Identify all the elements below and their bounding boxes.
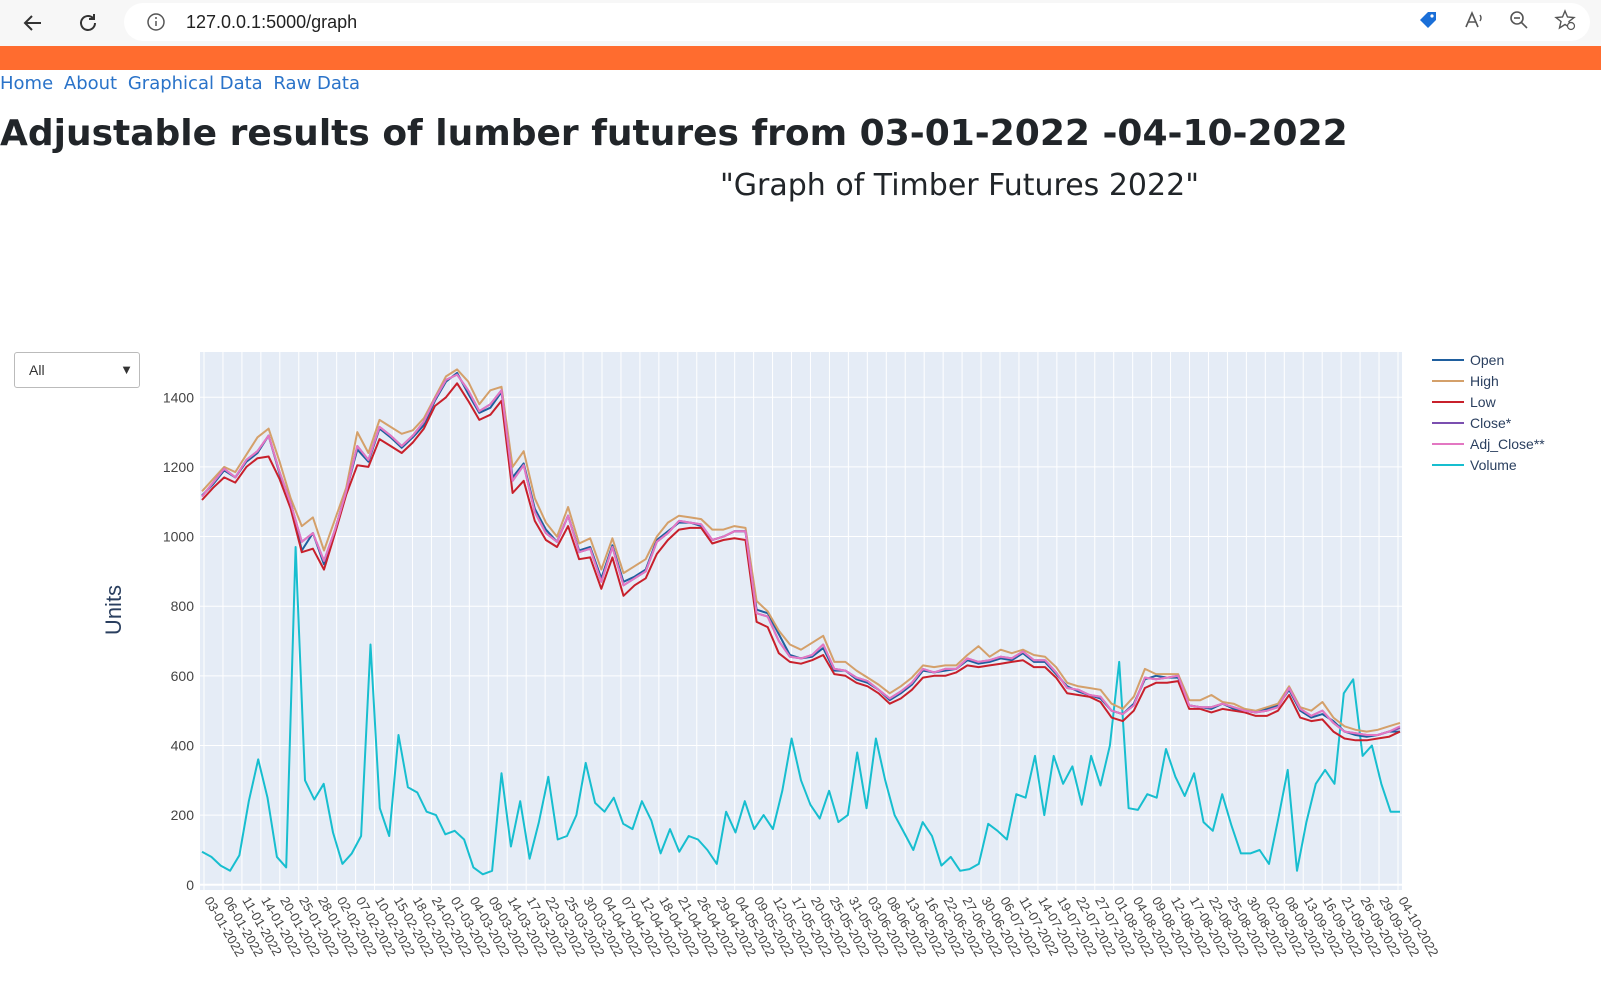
- tag-icon[interactable]: [1417, 9, 1439, 31]
- info-icon[interactable]: [146, 12, 166, 32]
- page-title: Adjustable results of lumber futures fro…: [0, 113, 1348, 154]
- nav-link-about[interactable]: About: [63, 73, 118, 94]
- y-tick-label: 1000: [163, 529, 194, 545]
- site-nav: Home About Graphical Data Raw Data: [0, 73, 365, 94]
- y-tick-label: 600: [171, 668, 195, 684]
- series-line-low: [201, 382, 1401, 742]
- legend-label: Open: [1470, 352, 1504, 368]
- y-tick-label: 800: [171, 598, 195, 614]
- legend-label: Low: [1470, 394, 1497, 410]
- y-axis-label: Units: [101, 585, 126, 635]
- dropdown-selected-value: All: [29, 362, 45, 378]
- nav-link-graphical-data[interactable]: Graphical Data: [127, 73, 263, 94]
- graph-title: "Graph of Timber Futures 2022": [720, 168, 1199, 203]
- y-tick-label: 0: [186, 877, 194, 893]
- series-filter-dropdown[interactable]: All ▼: [14, 352, 140, 388]
- line-chart[interactable]: 020040060080010001200140003-01-202206-01…: [0, 330, 1601, 980]
- legend-label: Volume: [1470, 457, 1517, 473]
- series-line-adjclose: [201, 373, 1401, 736]
- series-line-volume: [201, 546, 1400, 876]
- legend-label: Adj_Close**: [1470, 436, 1545, 452]
- read-aloud-icon[interactable]: [1463, 9, 1485, 31]
- y-tick-label: 1200: [163, 459, 194, 475]
- url-text[interactable]: 127.0.0.1:5000/graph: [186, 12, 358, 32]
- legend-label: High: [1470, 373, 1499, 389]
- plot-area: [200, 352, 1402, 890]
- back-arrow-icon[interactable]: [18, 8, 48, 38]
- header-accent-bar: [0, 46, 1601, 70]
- nav-link-raw-data[interactable]: Raw Data: [273, 73, 360, 94]
- y-tick-label: 200: [171, 807, 195, 823]
- chevron-down-icon: ▼: [120, 362, 133, 377]
- nav-link-home[interactable]: Home: [0, 73, 54, 94]
- series-line-high: [201, 368, 1401, 733]
- y-tick-label: 400: [171, 737, 195, 753]
- address-bar[interactable]: 127.0.0.1:5000/graph: [124, 3, 1590, 41]
- favorite-add-icon[interactable]: [1554, 9, 1576, 31]
- zoom-out-icon[interactable]: [1508, 9, 1530, 31]
- legend-label: Close*: [1470, 415, 1512, 431]
- browser-toolbar: 127.0.0.1:5000/graph: [0, 0, 1601, 46]
- reload-icon[interactable]: [73, 8, 103, 38]
- y-tick-label: 1400: [163, 389, 194, 405]
